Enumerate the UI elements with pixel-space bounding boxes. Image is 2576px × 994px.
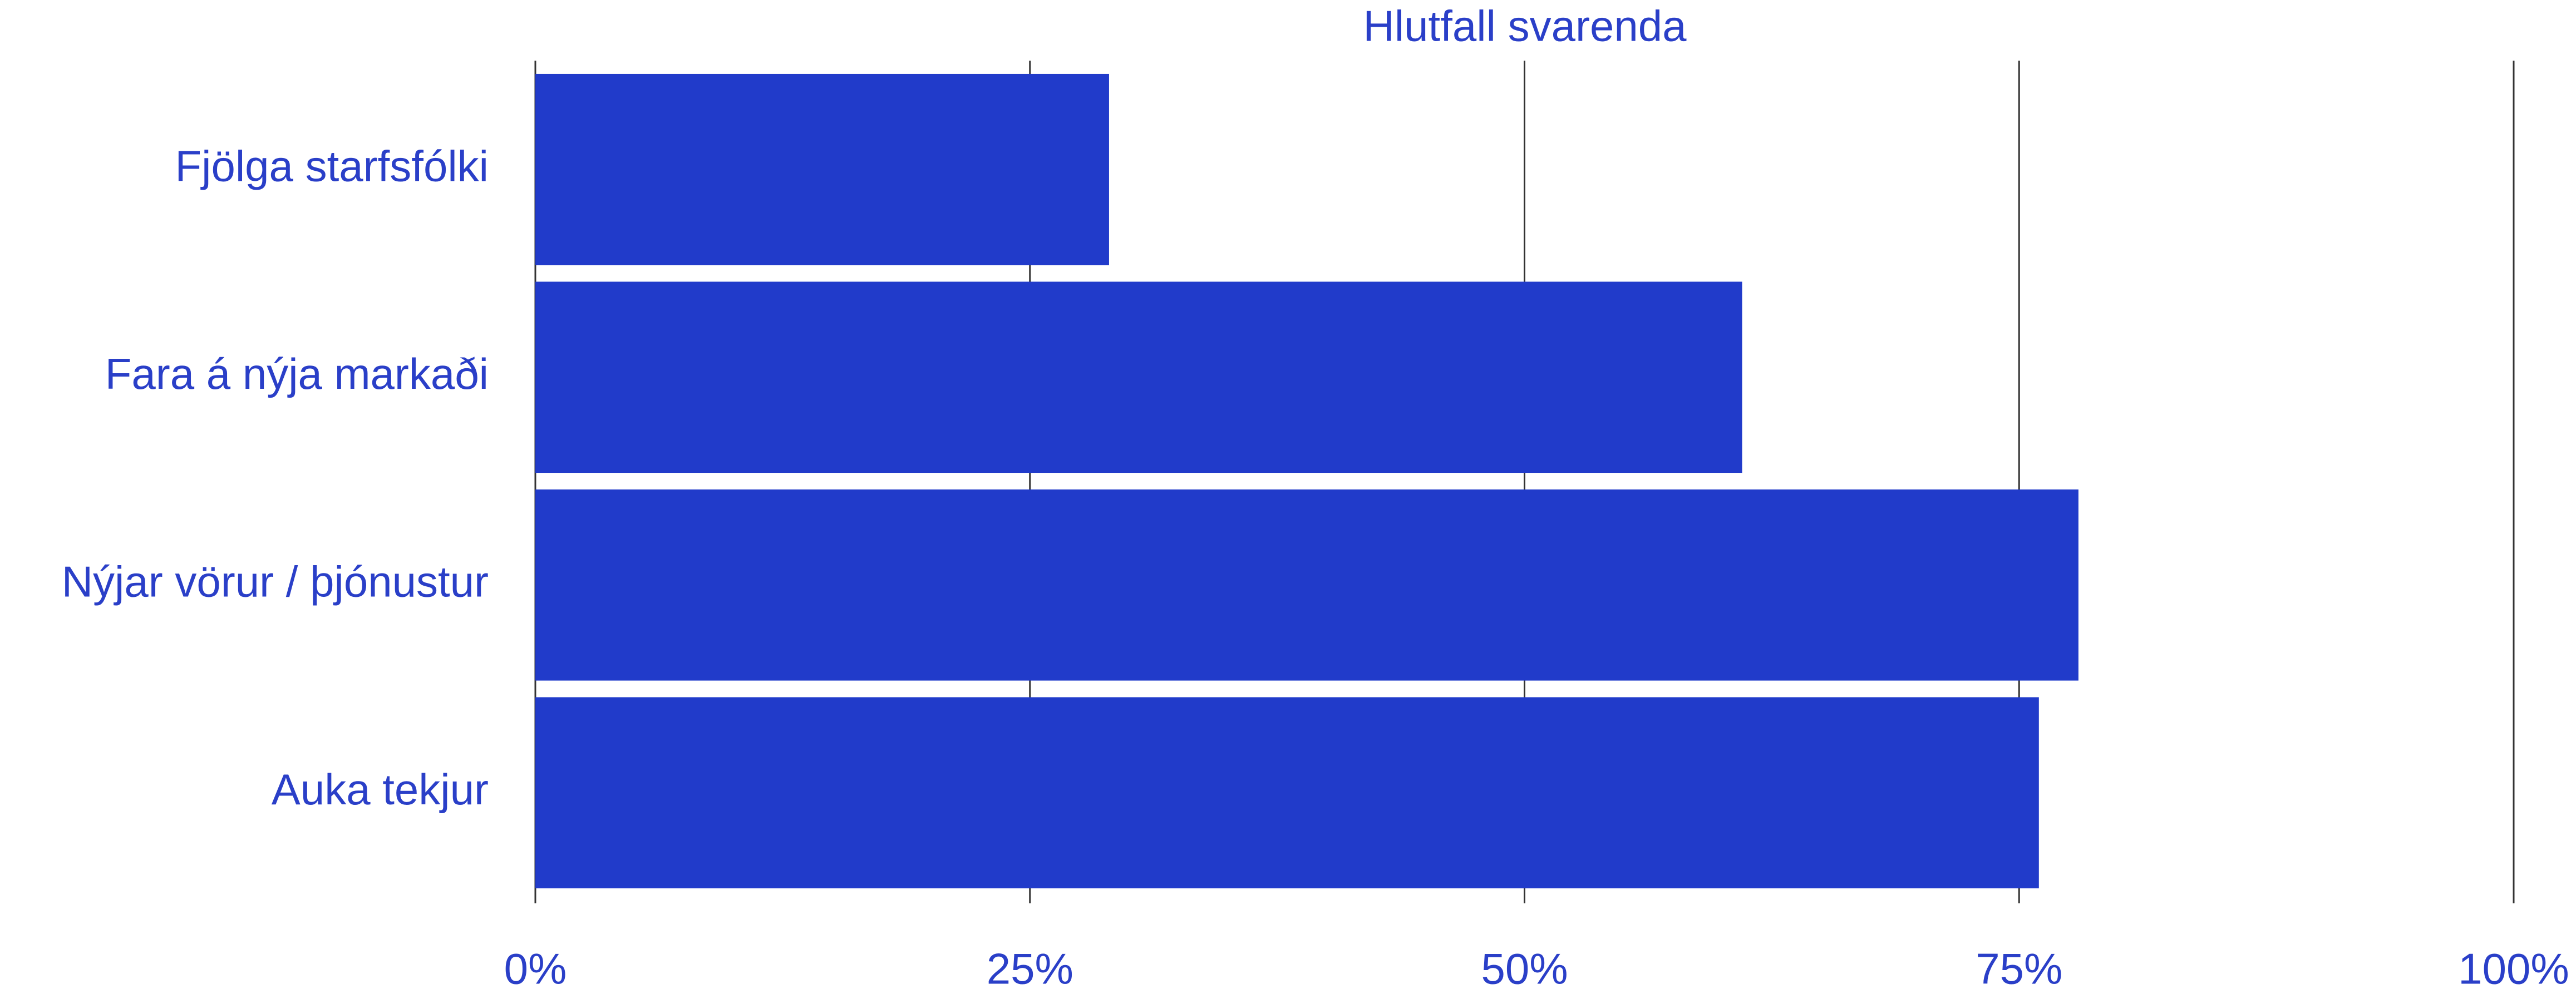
x-tick-label: 0% (504, 944, 567, 993)
axis-title: Hlutfall svarenda (1363, 2, 1687, 51)
y-tick-label: Auka tekjur (272, 765, 489, 814)
y-tick-label: Fara á nýja markaði (105, 349, 489, 398)
x-tick-label: 50% (1481, 944, 1568, 993)
bar (535, 697, 2039, 889)
y-tick-label: Fjölga starfsfólki (175, 141, 489, 190)
x-tick-label: 25% (987, 944, 1073, 993)
x-tick-label: 75% (1976, 944, 2062, 993)
bar (535, 489, 2078, 681)
bar (535, 73, 1109, 265)
x-tick-label: 100% (2458, 944, 2569, 993)
y-tick-label: Nýjar vörur / þjónustur (62, 557, 489, 606)
bar (535, 281, 1742, 473)
